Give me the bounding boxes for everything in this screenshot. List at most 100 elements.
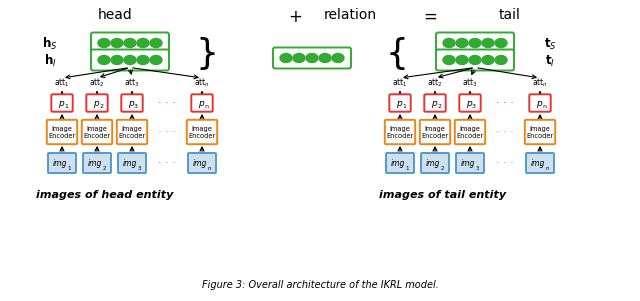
Ellipse shape bbox=[137, 55, 149, 64]
Text: Image: Image bbox=[191, 126, 212, 132]
Text: Image: Image bbox=[86, 126, 108, 132]
Ellipse shape bbox=[456, 55, 468, 64]
Text: 3: 3 bbox=[476, 166, 479, 170]
Text: att$_3$: att$_3$ bbox=[124, 77, 140, 89]
Text: 2: 2 bbox=[99, 104, 103, 110]
FancyBboxPatch shape bbox=[122, 94, 143, 112]
Text: img: img bbox=[88, 160, 102, 169]
Text: Image: Image bbox=[390, 126, 410, 132]
FancyBboxPatch shape bbox=[273, 48, 351, 69]
Ellipse shape bbox=[332, 54, 344, 63]
Ellipse shape bbox=[306, 54, 318, 63]
Text: 1: 1 bbox=[405, 166, 409, 170]
Ellipse shape bbox=[137, 39, 149, 48]
Text: Image: Image bbox=[52, 126, 72, 132]
Text: att$_n$: att$_n$ bbox=[532, 77, 548, 89]
FancyBboxPatch shape bbox=[455, 120, 485, 144]
Ellipse shape bbox=[443, 39, 455, 48]
Text: img: img bbox=[123, 160, 137, 169]
Text: n: n bbox=[542, 104, 546, 110]
FancyBboxPatch shape bbox=[529, 94, 550, 112]
Text: · · ·: · · · bbox=[158, 158, 176, 168]
Text: att$_3$: att$_3$ bbox=[462, 77, 478, 89]
Text: img: img bbox=[53, 160, 67, 169]
Ellipse shape bbox=[456, 39, 468, 48]
Text: p: p bbox=[536, 100, 541, 108]
Text: n: n bbox=[204, 104, 208, 110]
Text: p: p bbox=[466, 100, 472, 108]
Text: att$_2$: att$_2$ bbox=[427, 77, 443, 89]
FancyBboxPatch shape bbox=[526, 153, 554, 173]
Text: img: img bbox=[426, 160, 440, 169]
Ellipse shape bbox=[150, 55, 162, 64]
FancyBboxPatch shape bbox=[51, 94, 73, 112]
Text: head: head bbox=[98, 8, 132, 22]
Ellipse shape bbox=[495, 39, 507, 48]
Text: $\mathbf{t}_S$: $\mathbf{t}_S$ bbox=[543, 36, 556, 51]
Text: 1: 1 bbox=[67, 166, 71, 170]
Text: p: p bbox=[58, 100, 63, 108]
Text: Encoder: Encoder bbox=[49, 133, 76, 139]
FancyBboxPatch shape bbox=[436, 49, 514, 70]
Text: img: img bbox=[461, 160, 475, 169]
FancyBboxPatch shape bbox=[91, 33, 169, 54]
Text: tail: tail bbox=[499, 8, 521, 22]
FancyBboxPatch shape bbox=[83, 153, 111, 173]
Text: 2: 2 bbox=[437, 104, 441, 110]
Ellipse shape bbox=[124, 39, 136, 48]
Text: Image: Image bbox=[424, 126, 445, 132]
Ellipse shape bbox=[319, 54, 331, 63]
Text: · · ·: · · · bbox=[496, 98, 514, 108]
FancyBboxPatch shape bbox=[389, 94, 411, 112]
Text: $\mathbf{t}_I$: $\mathbf{t}_I$ bbox=[545, 54, 555, 69]
Text: Encoder: Encoder bbox=[456, 133, 484, 139]
Text: att$_1$: att$_1$ bbox=[392, 77, 408, 89]
Text: Encoder: Encoder bbox=[421, 133, 449, 139]
Ellipse shape bbox=[111, 55, 123, 64]
FancyBboxPatch shape bbox=[385, 120, 415, 144]
Text: · · ·: · · · bbox=[158, 98, 176, 108]
Text: n: n bbox=[207, 166, 211, 170]
Text: p: p bbox=[93, 100, 99, 108]
Text: 1: 1 bbox=[64, 104, 68, 110]
Text: Image: Image bbox=[529, 126, 550, 132]
Text: 3: 3 bbox=[137, 166, 141, 170]
Text: n: n bbox=[545, 166, 548, 170]
Text: p: p bbox=[127, 100, 133, 108]
Ellipse shape bbox=[98, 39, 110, 48]
Text: images of tail entity: images of tail entity bbox=[380, 190, 507, 200]
Text: img: img bbox=[193, 160, 207, 169]
Ellipse shape bbox=[495, 55, 507, 64]
Text: +: + bbox=[288, 8, 302, 26]
Ellipse shape bbox=[469, 39, 481, 48]
Text: p: p bbox=[431, 100, 436, 108]
FancyBboxPatch shape bbox=[460, 94, 481, 112]
Text: 2: 2 bbox=[440, 166, 444, 170]
Text: img: img bbox=[391, 160, 405, 169]
Ellipse shape bbox=[443, 55, 455, 64]
Text: p: p bbox=[396, 100, 401, 108]
Text: }: } bbox=[195, 36, 218, 70]
Text: Encoder: Encoder bbox=[526, 133, 554, 139]
Text: Image: Image bbox=[122, 126, 143, 132]
FancyBboxPatch shape bbox=[118, 153, 146, 173]
Ellipse shape bbox=[469, 55, 481, 64]
Text: Figure 3: Overall architecture of the IKRL model.: Figure 3: Overall architecture of the IK… bbox=[202, 280, 438, 290]
Text: 2: 2 bbox=[102, 166, 106, 170]
FancyBboxPatch shape bbox=[436, 33, 514, 54]
FancyBboxPatch shape bbox=[116, 120, 147, 144]
FancyBboxPatch shape bbox=[525, 120, 555, 144]
Text: Encoder: Encoder bbox=[83, 133, 111, 139]
Text: relation: relation bbox=[323, 8, 376, 22]
Text: images of head entity: images of head entity bbox=[36, 190, 173, 200]
Ellipse shape bbox=[150, 39, 162, 48]
Text: Image: Image bbox=[460, 126, 481, 132]
FancyBboxPatch shape bbox=[48, 153, 76, 173]
Text: p: p bbox=[198, 100, 204, 108]
Ellipse shape bbox=[482, 55, 494, 64]
Text: Encoder: Encoder bbox=[387, 133, 413, 139]
Ellipse shape bbox=[124, 55, 136, 64]
Text: 1: 1 bbox=[402, 104, 406, 110]
Text: · · ·: · · · bbox=[158, 127, 176, 137]
Text: Encoder: Encoder bbox=[118, 133, 146, 139]
